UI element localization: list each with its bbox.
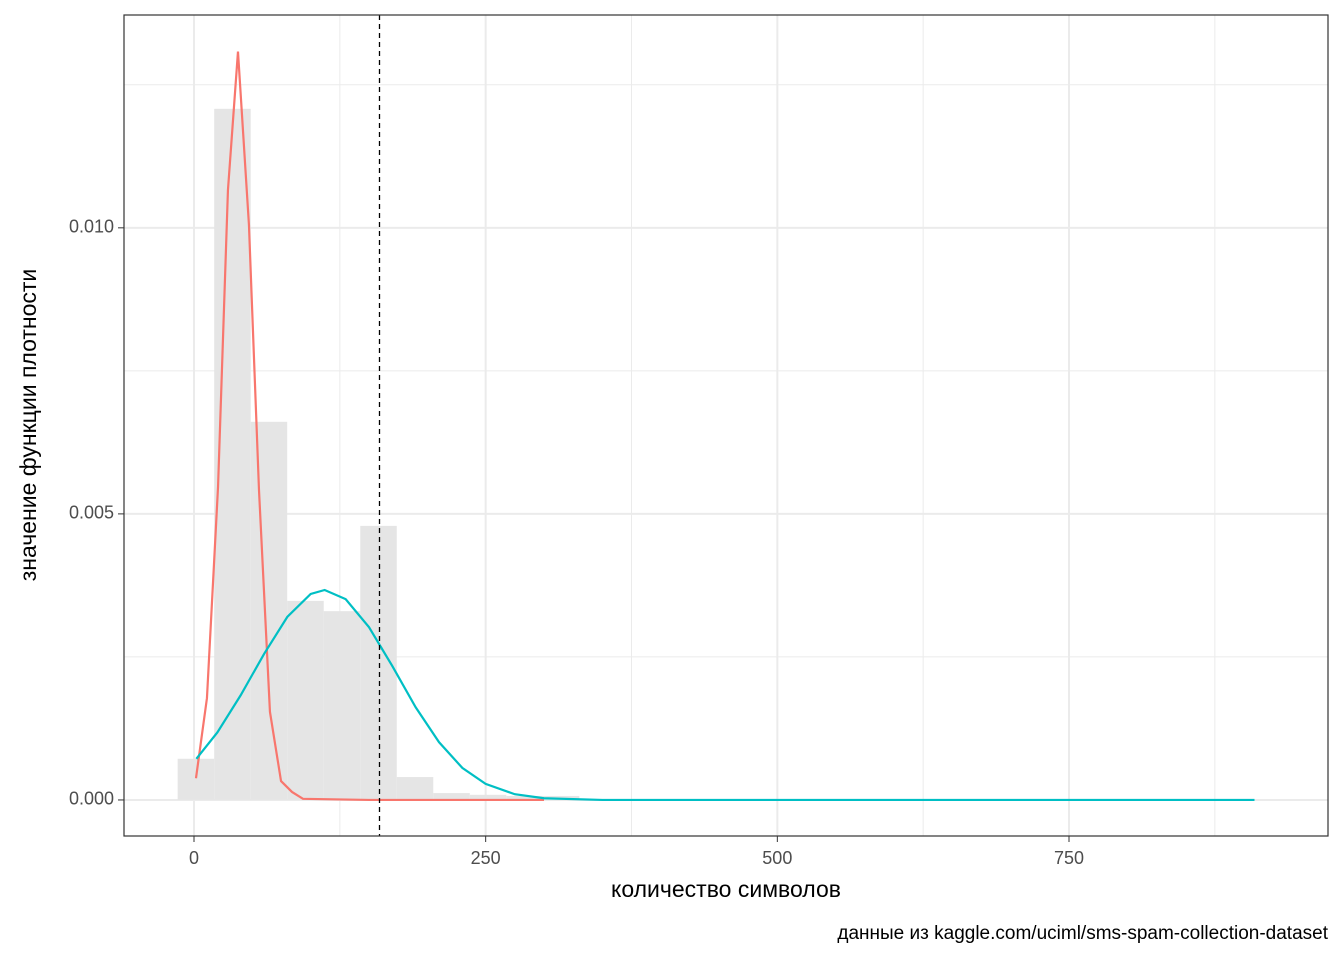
histogram-bar <box>214 108 251 800</box>
y-tick-label: 0.005 <box>69 503 114 523</box>
histogram-bar <box>323 611 361 800</box>
histogram-bar <box>177 758 215 800</box>
histogram-bar <box>469 794 507 800</box>
y-tick-label: 0.010 <box>69 217 114 237</box>
x-tick-label: 0 <box>189 848 199 868</box>
y-tick-label: 0.000 <box>69 789 114 809</box>
density-line <box>195 588 1255 802</box>
x-tick-label: 750 <box>1054 848 1084 868</box>
panel-border <box>123 14 1329 837</box>
y-axis-title: значение функции плотности <box>15 269 41 582</box>
histogram-bar <box>250 421 288 800</box>
histogram-bar <box>396 777 434 800</box>
histogram-bar <box>287 600 324 800</box>
x-tick-label: 500 <box>762 848 792 868</box>
histogram-bar <box>506 795 543 800</box>
histogram-bar <box>433 793 470 800</box>
density-line <box>194 51 544 802</box>
x-axis-title: количество символов <box>611 876 841 902</box>
caption: данные из kaggle.com/uciml/sms-spam-coll… <box>837 923 1328 944</box>
x-tick-label: 250 <box>471 848 501 868</box>
